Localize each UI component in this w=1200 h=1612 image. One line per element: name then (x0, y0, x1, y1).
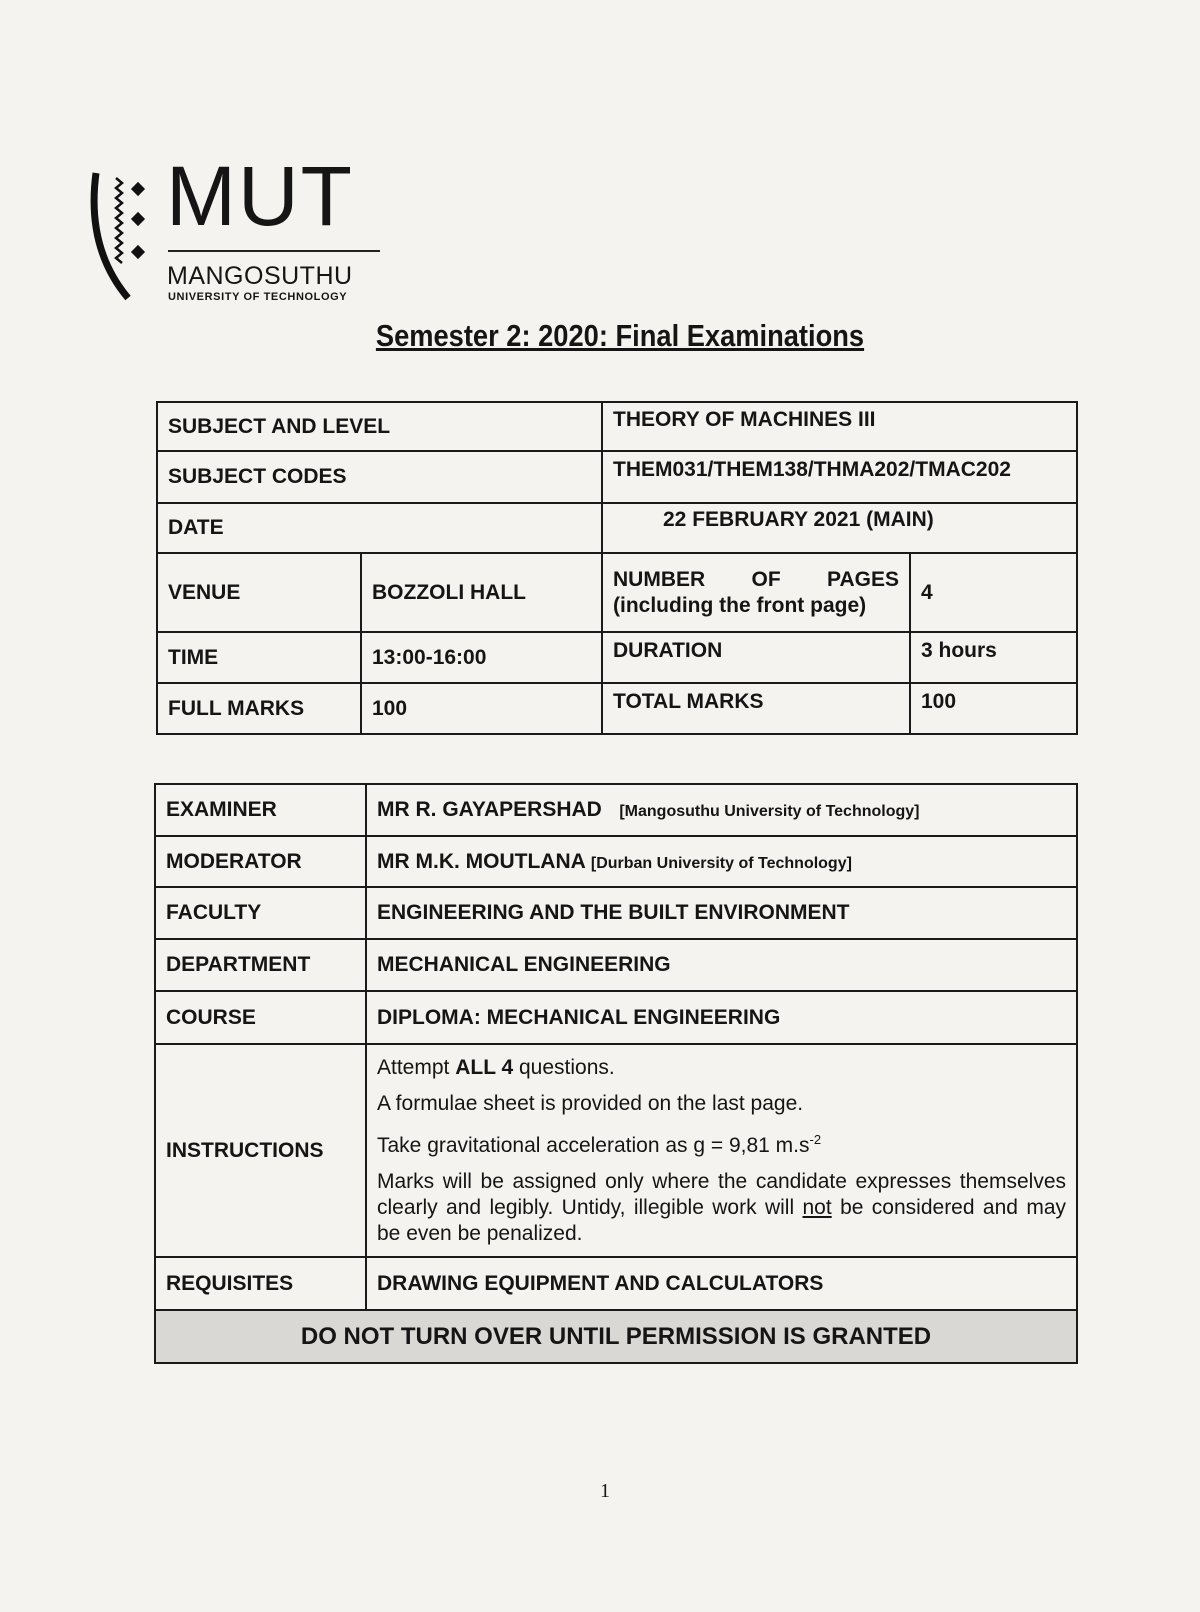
examiner-value: MR R. GAYAPERSHAD [Mangosuthu University… (365, 783, 1078, 837)
logo-pattern-icon (90, 172, 146, 301)
instruction-text: Attempt (377, 1055, 456, 1079)
logo-divider (168, 250, 380, 252)
instruction-item: A formulae sheet is provided on the last… (377, 1091, 804, 1115)
codes-value: THEM031/THEM138/THMA202/TMAC202 (601, 450, 1078, 504)
duration-value: 3 hours (909, 631, 1078, 684)
moderator-affiliation: [Durban University of Technology] (590, 854, 852, 872)
table-row: COURSE DIPLOMA: MECHANICAL ENGINEERING (154, 990, 1078, 1045)
full-marks-label: FULL MARKS (156, 682, 362, 735)
moderator-value: MR M.K. MOUTLANA [Durban University of T… (365, 835, 1078, 888)
table-row: SUBJECT AND LEVEL THEORY OF MACHINES III (156, 401, 1078, 452)
exam-staff-table: EXAMINER MR R. GAYAPERSHAD [Mangosuthu U… (154, 783, 1078, 1364)
table-row: DEPARTMENT MECHANICAL ENGINEERING (154, 938, 1078, 992)
faculty-value: ENGINEERING AND THE BUILT ENVIRONMENT (365, 886, 1078, 940)
instruction-emphasis: ALL 4 (455, 1055, 514, 1079)
pages-value: 4 (909, 552, 1078, 633)
exam-details-table: SUBJECT AND LEVEL THEORY OF MACHINES III… (156, 401, 1078, 735)
subject-label: SUBJECT AND LEVEL (156, 401, 603, 452)
instruction-text: be considered and may be even be penaliz… (377, 1195, 1067, 1245)
table-row: VENUE BOZZOLI HALL NUMBER OF PAGES (incl… (156, 552, 1078, 633)
warning-banner: DO NOT TURN OVER UNTIL PERMISSION IS GRA… (154, 1309, 1078, 1364)
moderator-label: MODERATOR (154, 835, 367, 888)
course-value: DIPLOMA: MECHANICAL ENGINEERING (365, 990, 1078, 1045)
table-row: TIME 13:00-16:00 DURATION 3 hours (156, 631, 1078, 684)
full-marks-value: 100 (360, 682, 603, 735)
department-value: MECHANICAL ENGINEERING (365, 938, 1078, 992)
page-number: 1 (600, 1480, 610, 1502)
time-value: 13:00-16:00 (360, 631, 603, 684)
venue-value: BOZZOLI HALL (360, 552, 603, 633)
duration-label: DURATION (601, 631, 911, 684)
table-row: FULL MARKS 100 TOTAL MARKS 100 (156, 682, 1078, 735)
time-label: TIME (156, 631, 362, 684)
logo-subtitle: UNIVERSITY OF TECHNOLOGY (168, 291, 348, 303)
university-logo: MUT MANGOSUTHU UNIVERSITY OF TECHNOLOGY (88, 154, 388, 308)
table-row: MODERATOR MR M.K. MOUTLANA [Durban Unive… (154, 835, 1078, 888)
codes-label: SUBJECT CODES (156, 450, 603, 504)
total-marks-label: TOTAL MARKS (601, 682, 911, 735)
examiner-name: MR R. GAYAPERSHAD (377, 798, 602, 821)
date-value: 22 FEBRUARY 2021 (MAIN) (601, 502, 1078, 554)
instruction-item: Take gravitational acceleration as g = 9… (377, 1127, 1066, 1159)
page-title: Semester 2: 2020: Final Examinations (375, 318, 865, 353)
instructions-label: INSTRUCTIONS (154, 1043, 367, 1258)
instruction-item: Marks will be assigned only where the ca… (377, 1169, 1066, 1247)
logo-mark: MUT (166, 149, 354, 243)
examiner-affiliation: [Mangosuthu University of Technology] (619, 803, 920, 820)
requisites-value: DRAWING EQUIPMENT AND CALCULATORS (365, 1256, 1078, 1311)
requisites-label: REQUISITES (154, 1256, 367, 1311)
instruction-text: Take gravitational acceleration as g = 9… (377, 1133, 810, 1157)
table-row: DO NOT TURN OVER UNTIL PERMISSION IS GRA… (154, 1309, 1078, 1364)
moderator-name: MR M.K. MOUTLANA (377, 849, 586, 873)
instruction-text: Marks will be assigned only where the ca… (377, 1169, 1066, 1219)
venue-label: VENUE (156, 552, 362, 633)
table-row: DATE 22 FEBRUARY 2021 (MAIN) (156, 502, 1078, 554)
table-row: REQUISITES DRAWING EQUIPMENT AND CALCULA… (154, 1256, 1078, 1311)
table-row: FACULTY ENGINEERING AND THE BUILT ENVIRO… (154, 886, 1078, 940)
course-label: COURSE (154, 990, 367, 1045)
total-marks-value: 100 (909, 682, 1078, 735)
subject-value: THEORY OF MACHINES III (601, 401, 1078, 452)
logo-name: MANGOSUTHU (167, 262, 353, 290)
table-row: EXAMINER MR R. GAYAPERSHAD [Mangosuthu U… (154, 783, 1078, 837)
faculty-label: FACULTY (154, 886, 367, 940)
instruction-item: Attempt ALL 4 questions. (377, 1055, 1066, 1081)
instructions-content: Attempt ALL 4 questions. A formulae shee… (365, 1043, 1078, 1258)
pages-label: NUMBER OF PAGES (including the front pag… (601, 552, 911, 633)
examiner-label: EXAMINER (154, 783, 367, 837)
department-label: DEPARTMENT (154, 938, 367, 992)
table-row: INSTRUCTIONS Attempt ALL 4 questions. A … (154, 1043, 1078, 1258)
date-label: DATE (156, 502, 603, 554)
instruction-underline: not (802, 1195, 832, 1219)
instruction-text: questions. (513, 1055, 615, 1079)
table-row: SUBJECT CODES THEM031/THEM138/THMA202/TM… (156, 450, 1078, 504)
instruction-superscript: -2 (809, 1131, 822, 1147)
